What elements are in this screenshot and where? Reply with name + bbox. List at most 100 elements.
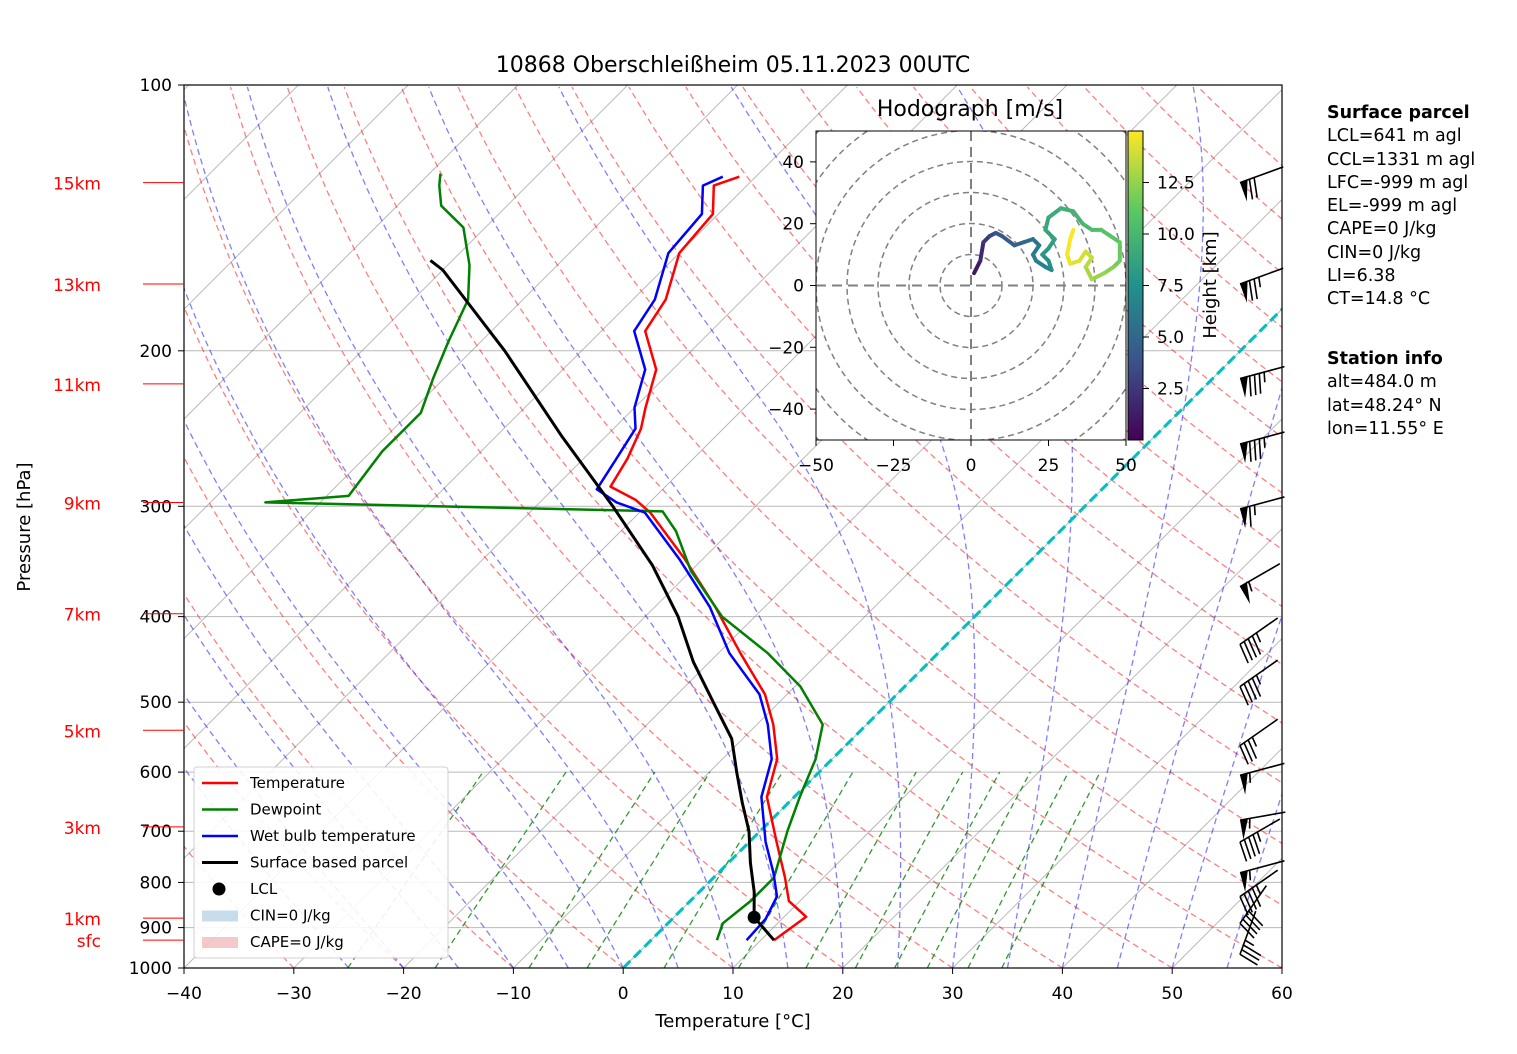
y-tick-label: 700 [140,822,172,842]
y-tick-label: 200 [140,342,172,362]
hodograph-y-tick: −20 [768,338,804,358]
height-label: 5km [64,722,101,742]
height-label: 11km [53,376,101,396]
hodograph-x-tick: 0 [966,456,977,476]
hodograph-segment [1068,227,1076,242]
cin-value: CIN=0 J/kg [1327,242,1422,263]
x-tick-label: −20 [386,984,422,1004]
wind-barb [1239,910,1262,966]
wind-barb [1239,811,1286,840]
lcl-marker [747,910,761,924]
hodograph-segment [1058,206,1076,214]
hodograph-y-tick: 20 [782,215,804,235]
station-info-heading: Station info [1327,349,1443,369]
parcel-line [429,259,776,942]
hodograph-segment [978,240,986,263]
hodograph-segment [1046,206,1063,220]
latitude-value: lat=48.24° N [1327,395,1442,416]
colorbar-tick: 5.0 [1157,328,1184,348]
wind-barb [1239,860,1285,893]
wind-barb [1239,762,1285,795]
y-tick-label: 500 [140,693,172,713]
x-tick-label: 50 [1161,984,1183,1004]
height-label: sfc [77,932,101,952]
x-axis-label: Temperature [°C] [654,1011,810,1032]
legend-entry: LCL [250,880,278,898]
legend-entry: CIN=0 J/kg [250,907,331,925]
hodograph-segment [1071,209,1085,226]
wind-barb [1239,365,1285,398]
hodograph-segment [1043,215,1051,232]
y-tick-label: 1000 [129,959,172,979]
wind-barb [1239,659,1279,706]
wind-barb [1239,617,1279,664]
station-info-panel: Station info alt=484.0 m lat=48.24° N lo… [1327,348,1444,441]
y-axis-label: Pressure [hPa] [14,462,35,591]
dewpoint-line [264,173,824,941]
hodograph-x-tick: −25 [876,456,912,476]
wind-barb [1239,885,1268,939]
height-label: 9km [64,494,101,514]
surface-parcel-panel: Surface parcel LCL=641 m agl CCL=1331 m … [1327,102,1475,312]
y-tick-label: 600 [140,763,172,783]
hodograph-segment [1000,234,1017,248]
wind-barbs [1239,166,1286,966]
wind-barb [1239,267,1284,303]
legend-entry: CAPE=0 J/kg [250,933,344,951]
y-tick-label: 100 [140,76,172,96]
x-tick-label: 10 [722,984,744,1004]
lcl-value: LCL=641 m agl [1327,126,1462,147]
height-label: 1km [64,910,101,930]
lfc-value: LFC=-999 m agl [1327,172,1469,193]
x-tick-label: 20 [832,984,854,1004]
wetbulb-line [595,175,779,942]
x-tick-label: −30 [276,984,312,1004]
hodograph-segment [1089,271,1107,282]
longitude-value: lon=11.55° E [1327,418,1444,439]
colorbar-tick: 10.0 [1157,225,1195,245]
wind-barb [1239,166,1284,202]
ct-value: CT=14.8 °C [1327,289,1431,310]
colorbar-tick: 7.5 [1157,277,1184,297]
hodograph-y-tick: 0 [793,277,804,297]
legend-entry: Wet bulb temperature [250,827,416,845]
ccl-value: CCL=1331 m agl [1327,149,1476,170]
wind-barb [1239,869,1279,916]
surface-parcel-heading: Surface parcel [1327,103,1470,123]
colorbar-tick: 2.5 [1157,380,1184,400]
legend-entry: Temperature [249,774,345,792]
hodograph-x-tick: −50 [798,456,834,476]
axes: −40 −30 −20 −10 0 10 20 30 40 50 60100200300400500… [53,76,1293,1004]
legend-entry: Surface based parcel [250,854,408,872]
colorbar [1127,130,1144,441]
x-tick-label: −40 [166,984,202,1004]
legend-entry: Dewpoint [250,801,321,819]
y-tick-label: 800 [140,873,172,893]
height-label: 15km [53,175,101,195]
y-tick-label: 900 [140,919,172,939]
x-tick-label: 60 [1271,984,1293,1004]
el-value: EL=-999 m agl [1327,196,1458,217]
x-tick-label: −10 [495,984,531,1004]
height-label: 7km [64,606,101,626]
wind-barb [1239,431,1285,464]
y-tick-label: 400 [140,608,172,628]
hodograph-segment [1083,264,1094,282]
li-value: LI=6.38 [1327,266,1396,287]
cape-value: CAPE=0 J/kg [1327,219,1437,240]
hodograph-x-tick: 50 [1115,456,1137,476]
hodograph-title: Hodograph [m/s] [877,97,1063,122]
chart-title: 10868 Oberschleißheim 05.11.2023 00UTC [496,53,971,78]
hodograph-y-tick: 40 [782,153,804,173]
wind-barb [1239,496,1285,529]
x-tick-label: 30 [942,984,964,1004]
altitude-value: alt=484.0 m [1327,372,1437,393]
wind-barb [1239,718,1279,765]
height-label: 3km [64,819,101,839]
y-tick-label: 300 [140,497,172,517]
colorbar-label: Height [km] [1200,231,1221,338]
colorbar-tick: 12.5 [1157,174,1195,194]
height-label: 13km [53,276,101,296]
hodograph-inset: Hodograph [m/s] −50 −25 0 25 50 40 20 0 −20 −40 2… [768,97,1221,476]
